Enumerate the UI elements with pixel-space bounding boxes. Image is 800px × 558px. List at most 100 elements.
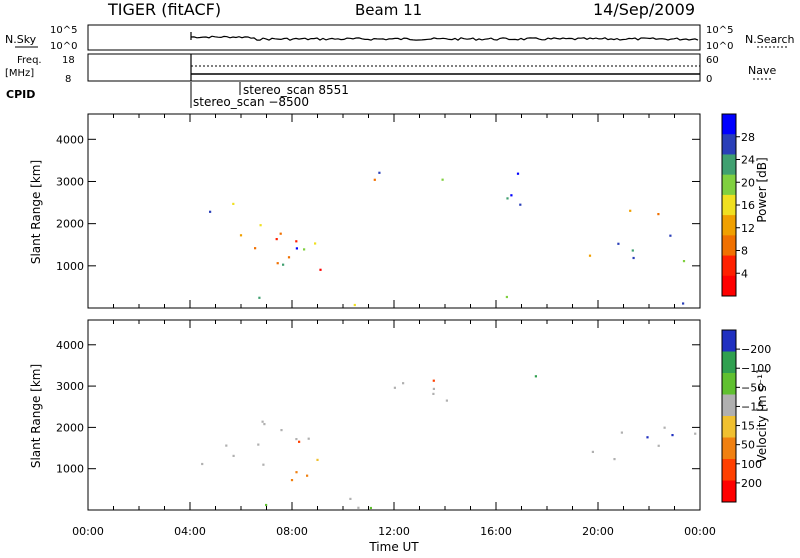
- colorbar-swatch: [722, 416, 736, 438]
- range-gate-cell: [669, 234, 672, 237]
- range-gate-cell: [232, 202, 235, 205]
- colorbar-swatch: [722, 373, 736, 395]
- range-gate-cell: [505, 295, 508, 299]
- nsearch-tick-top: 10^5: [706, 25, 733, 36]
- range-gate-cell: [275, 238, 278, 241]
- range-gate-cell: [632, 256, 635, 260]
- cpid-label: CPID: [6, 88, 35, 101]
- range-gate-cell: [441, 178, 444, 181]
- power-frame: [87, 113, 701, 309]
- colorbar-tick-label: −50: [741, 381, 764, 394]
- y-tick-label: 3000: [56, 380, 84, 393]
- range-gate-cell: [276, 262, 279, 265]
- velocity-yticks: 1000 2000 3000 4000: [56, 339, 700, 476]
- colorbar-swatch: [722, 255, 736, 277]
- date-title: 14/Sep/2009: [593, 0, 695, 19]
- range-gate-cell: [287, 256, 291, 259]
- range-gate-cell: [393, 386, 396, 389]
- range-gate-cell: [259, 224, 262, 227]
- colorbar-tick-label: 16: [741, 199, 755, 212]
- range-gate-cell: [657, 444, 660, 447]
- range-gate-cell: [534, 375, 537, 378]
- velocity-colorbar: 200 100 50 15 −15 −50 −100 −200: [721, 329, 771, 503]
- y-tick-label: 1000: [56, 463, 84, 476]
- range-gate-cell: [432, 379, 435, 382]
- nsky-tick-top: 10^5: [50, 25, 77, 36]
- range-gate-cell: [254, 247, 257, 250]
- range-gate-cell: [369, 506, 372, 510]
- range-gate-cell: [402, 382, 405, 385]
- range-gate-cell: [295, 471, 298, 474]
- range-gate-cell: [373, 178, 376, 181]
- y-tick-label: 4000: [56, 339, 84, 352]
- colorbar-tick-label: 15: [741, 420, 755, 433]
- nsky-panel: [87, 24, 701, 51]
- nsky-tick-bottom: 10^0: [50, 41, 77, 52]
- colorbar-swatch: [722, 351, 736, 374]
- cpid-label-2: stereo_scan 8551: [243, 83, 349, 97]
- colorbar-tick-label: −100: [741, 362, 771, 375]
- velocity-ylabel: Slant Range [km]: [29, 364, 43, 468]
- radar-title: TIGER (fitACF): [107, 0, 221, 19]
- range-gate-cell: [445, 399, 448, 402]
- range-gate-cell: [298, 440, 301, 443]
- nsearch-tick-bottom: 10^0: [706, 41, 733, 52]
- nsky-label: N.Sky: [5, 33, 37, 46]
- x-tick-label: 04:00: [174, 525, 206, 538]
- range-gate-cell: [510, 194, 513, 197]
- nave-label: Nave: [748, 64, 776, 77]
- range-gate-cell: [588, 254, 592, 257]
- range-gate-cell: [506, 197, 509, 200]
- y-tick-label: 2000: [56, 218, 84, 231]
- range-gate-cell: [295, 240, 298, 243]
- colorbar-swatch: [722, 394, 736, 417]
- range-gate-cell: [303, 248, 306, 251]
- nave-tick-bottom: 0: [706, 74, 712, 85]
- range-gate-cell: [432, 392, 435, 395]
- colorbar-swatch: [722, 459, 736, 481]
- range-gate-cell: [232, 454, 235, 457]
- range-gate-cell: [682, 302, 685, 305]
- range-gate-cell: [261, 420, 264, 423]
- range-gate-cell: [282, 263, 285, 266]
- range-gate-cell: [225, 444, 228, 447]
- colorbar-swatch: [722, 134, 736, 155]
- x-axis: 00:00 04:00 08:00 12:00 16:00 20:00 00:00: [72, 114, 716, 538]
- velocity-panel: [87, 319, 701, 511]
- range-gate-cell: [316, 458, 319, 461]
- y-tick-label: 4000: [56, 133, 84, 146]
- colorbar-swatch: [722, 480, 736, 503]
- x-tick-label: 08:00: [276, 525, 308, 538]
- range-gate-cell: [694, 432, 697, 435]
- y-tick-label: 1000: [56, 260, 84, 273]
- power-colorbar: 4 8 12 16 20 24 28: [721, 113, 755, 297]
- range-gate-cell: [671, 434, 674, 437]
- range-gate-cell: [591, 450, 594, 453]
- range-gate-cell: [239, 234, 243, 237]
- range-gate-cell: [349, 497, 352, 500]
- range-gate-cell: [353, 303, 356, 307]
- range-gate-cell: [319, 268, 322, 271]
- range-gate-cell: [646, 436, 649, 439]
- velocity-cbar-label: Velocity [m s⁻¹]: [755, 369, 769, 462]
- freq-tick-top: 18: [62, 55, 75, 66]
- range-gate-cell: [263, 423, 266, 426]
- x-tick-label: 20:00: [582, 525, 614, 538]
- range-gate-cell: [290, 479, 294, 482]
- range-gate-cell: [617, 242, 620, 245]
- range-gate-cell: [201, 462, 204, 466]
- colorbar-swatch: [722, 330, 736, 352]
- range-gate-cell: [280, 429, 283, 432]
- range-gate-cell: [262, 463, 265, 466]
- colorbar-frame: [721, 329, 737, 503]
- range-gate-cell: [378, 171, 381, 174]
- nave-tick-top: 60: [706, 55, 719, 66]
- range-gate-cell: [295, 438, 298, 441]
- beam-title: Beam 11: [355, 1, 422, 19]
- colorbar-tick-label: 24: [741, 154, 755, 167]
- range-gate-cell: [516, 172, 520, 175]
- colorbar-tick-label: 20: [741, 176, 755, 189]
- y-tick-label: 2000: [56, 421, 84, 434]
